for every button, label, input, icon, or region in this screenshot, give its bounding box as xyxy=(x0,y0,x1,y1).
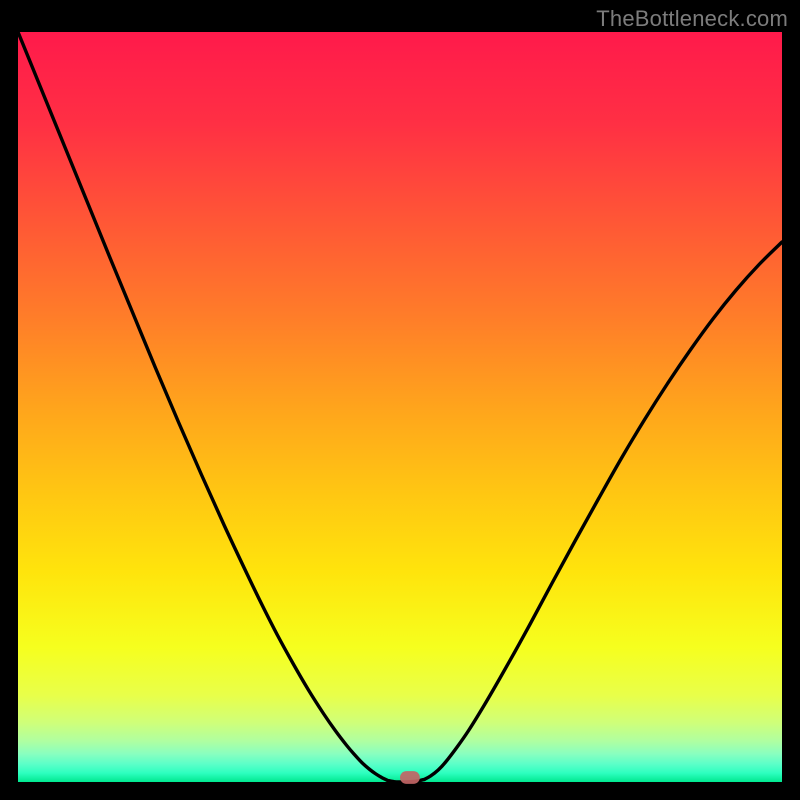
watermark-text: TheBottleneck.com xyxy=(596,6,788,32)
gradient-background xyxy=(18,32,782,782)
chart-stage: TheBottleneck.com xyxy=(0,0,800,800)
optimal-point-marker xyxy=(400,771,420,784)
bottleneck-chart xyxy=(0,0,800,800)
